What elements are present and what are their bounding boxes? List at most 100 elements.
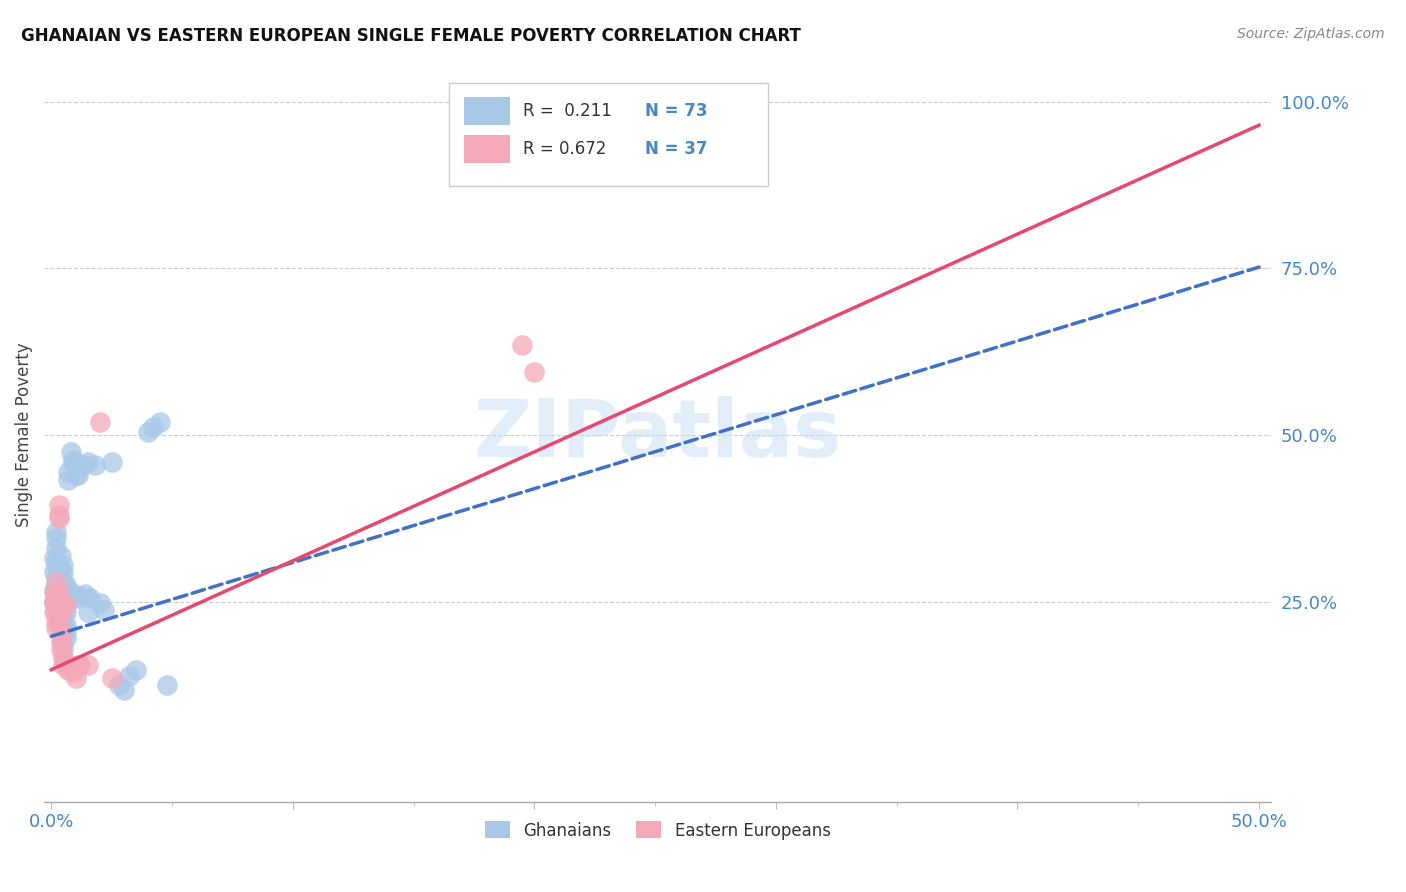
Point <box>93 602 115 616</box>
Point <box>48 568 70 582</box>
Point <box>65 468 87 483</box>
Point <box>69 657 91 672</box>
Point <box>42 594 65 608</box>
Point <box>55 584 77 599</box>
Point <box>49 624 72 639</box>
Point <box>48 578 70 592</box>
Point <box>49 580 72 594</box>
Point <box>49 611 72 625</box>
Point <box>52 593 75 607</box>
Text: ZIPatlas: ZIPatlas <box>474 396 842 474</box>
Point <box>52 642 75 657</box>
Text: N = 73: N = 73 <box>645 102 707 120</box>
Point <box>42 565 65 579</box>
Point <box>79 591 101 606</box>
Point <box>142 420 165 434</box>
Point <box>45 605 67 619</box>
Point <box>45 571 67 585</box>
Point <box>45 591 67 606</box>
Point <box>62 453 84 467</box>
Point <box>523 365 546 379</box>
Point <box>48 584 70 599</box>
Point <box>55 624 77 639</box>
Point <box>76 455 98 469</box>
Point <box>55 598 77 612</box>
Point <box>512 338 534 352</box>
Point <box>55 605 77 619</box>
Point <box>45 558 67 572</box>
Point <box>55 596 77 610</box>
Point <box>108 678 131 692</box>
Point <box>52 558 75 572</box>
Bar <box>464 136 510 163</box>
Point <box>49 563 72 577</box>
Point <box>58 591 80 606</box>
Point <box>52 599 75 614</box>
Point <box>125 663 148 677</box>
Point <box>52 624 75 639</box>
Point <box>75 587 97 601</box>
Point <box>48 584 70 599</box>
Point <box>66 657 89 672</box>
Point <box>136 425 159 439</box>
Point <box>76 605 98 619</box>
Point <box>89 596 111 610</box>
Point <box>59 663 82 677</box>
Point <box>52 636 75 650</box>
Point <box>48 602 70 616</box>
Point <box>49 584 72 599</box>
Point <box>42 551 65 566</box>
Point <box>62 456 84 470</box>
Point <box>49 605 72 619</box>
Point <box>49 549 72 564</box>
Point <box>45 532 67 546</box>
Point <box>89 415 111 429</box>
Point <box>42 584 65 599</box>
Point <box>49 605 72 619</box>
Point <box>58 465 80 479</box>
Point <box>117 669 139 683</box>
Point <box>52 596 75 610</box>
Point <box>55 632 77 646</box>
Point <box>149 415 172 429</box>
Point <box>45 555 67 569</box>
Point <box>58 663 80 677</box>
Point <box>59 584 82 599</box>
Text: N = 37: N = 37 <box>645 140 707 158</box>
Point <box>55 656 77 670</box>
Text: Source: ZipAtlas.com: Source: ZipAtlas.com <box>1237 27 1385 41</box>
Point <box>65 671 87 685</box>
Point <box>52 574 75 589</box>
Point <box>76 657 98 672</box>
Point <box>52 565 75 579</box>
Point <box>52 607 75 621</box>
Y-axis label: Single Female Poverty: Single Female Poverty <box>15 343 32 527</box>
Point <box>156 678 179 692</box>
Point <box>55 618 77 632</box>
Point <box>72 458 94 472</box>
Point <box>100 455 122 469</box>
Bar <box>464 97 510 125</box>
Point <box>49 598 72 612</box>
Point <box>48 594 70 608</box>
Point <box>48 591 70 606</box>
FancyBboxPatch shape <box>449 83 768 186</box>
Point <box>45 524 67 539</box>
Point <box>48 615 70 630</box>
Point <box>45 621 67 635</box>
Point <box>42 594 65 608</box>
Point <box>52 618 75 632</box>
Point <box>52 629 75 643</box>
Point <box>49 591 72 606</box>
Point <box>45 615 67 629</box>
Text: GHANAIAN VS EASTERN EUROPEAN SINGLE FEMALE POVERTY CORRELATION CHART: GHANAIAN VS EASTERN EUROPEAN SINGLE FEMA… <box>21 27 801 45</box>
Point <box>100 671 122 685</box>
Point <box>48 618 70 632</box>
Point <box>58 474 80 488</box>
Point <box>52 651 75 665</box>
Point <box>69 590 91 604</box>
Point <box>59 444 82 458</box>
Text: R =  0.211: R = 0.211 <box>523 102 612 120</box>
Point <box>65 591 87 606</box>
Point <box>42 605 65 619</box>
